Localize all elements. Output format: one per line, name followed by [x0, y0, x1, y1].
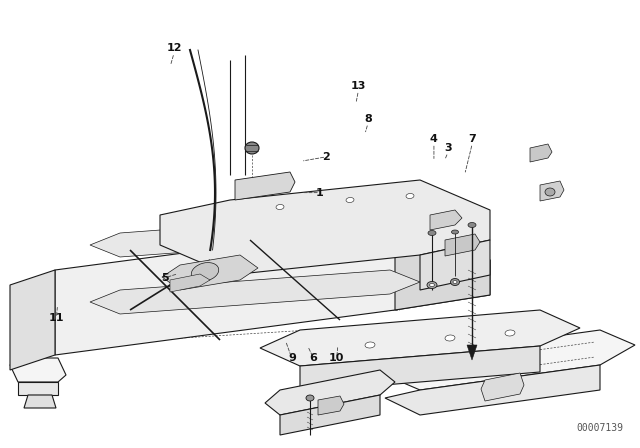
Text: 00007139: 00007139	[577, 423, 623, 433]
Ellipse shape	[468, 223, 476, 228]
Ellipse shape	[451, 230, 458, 234]
Polygon shape	[24, 395, 56, 408]
Polygon shape	[90, 270, 420, 314]
Text: 7: 7	[468, 134, 476, 144]
Polygon shape	[10, 358, 66, 382]
Text: 5: 5	[161, 273, 169, 283]
Ellipse shape	[245, 142, 259, 154]
Ellipse shape	[545, 188, 555, 196]
Text: 8: 8	[364, 114, 372, 124]
Ellipse shape	[453, 280, 457, 284]
Polygon shape	[467, 345, 477, 360]
Polygon shape	[385, 365, 600, 415]
Text: 11: 11	[49, 313, 64, 323]
Polygon shape	[530, 144, 552, 162]
Polygon shape	[170, 274, 210, 292]
Polygon shape	[265, 370, 395, 415]
Ellipse shape	[346, 198, 354, 202]
Text: 12: 12	[166, 43, 182, 53]
Polygon shape	[318, 396, 344, 415]
Ellipse shape	[276, 204, 284, 210]
Polygon shape	[55, 225, 490, 355]
Polygon shape	[481, 373, 524, 401]
Ellipse shape	[429, 284, 435, 287]
Ellipse shape	[505, 330, 515, 336]
Polygon shape	[420, 240, 490, 290]
Polygon shape	[235, 172, 295, 200]
Polygon shape	[160, 180, 490, 275]
Polygon shape	[300, 346, 540, 392]
Polygon shape	[162, 255, 258, 290]
Text: 13: 13	[351, 81, 366, 91]
Polygon shape	[430, 210, 462, 230]
Text: 3: 3	[444, 143, 452, 153]
Text: 1: 1	[316, 188, 324, 198]
Ellipse shape	[428, 231, 436, 236]
Text: 2: 2	[323, 152, 330, 162]
Polygon shape	[90, 213, 420, 257]
Ellipse shape	[427, 281, 437, 289]
Polygon shape	[385, 330, 635, 390]
Polygon shape	[445, 234, 480, 256]
Polygon shape	[18, 382, 58, 395]
Ellipse shape	[406, 194, 414, 198]
Text: 4: 4	[430, 134, 438, 144]
Ellipse shape	[365, 342, 375, 348]
Text: 6: 6	[310, 353, 317, 363]
Polygon shape	[540, 181, 564, 201]
Text: 9: 9	[288, 353, 296, 363]
Text: 10: 10	[329, 353, 344, 363]
Ellipse shape	[191, 263, 219, 281]
Polygon shape	[395, 225, 490, 310]
Ellipse shape	[445, 335, 455, 341]
Ellipse shape	[306, 395, 314, 401]
Polygon shape	[10, 270, 55, 370]
Ellipse shape	[451, 279, 460, 285]
Polygon shape	[280, 395, 380, 435]
Polygon shape	[260, 310, 580, 366]
